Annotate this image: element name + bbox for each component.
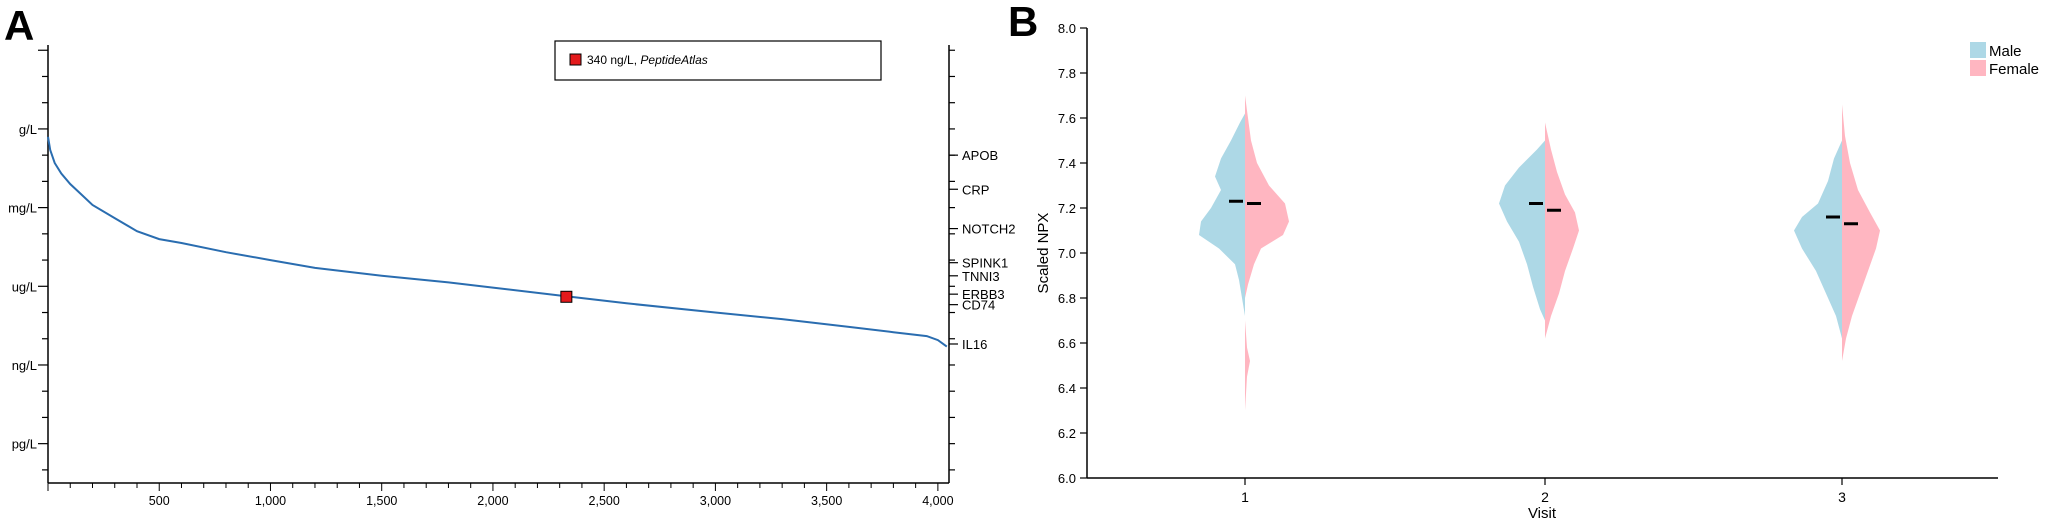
x-tick-label: 2,500 <box>589 494 620 508</box>
x-tick-label: 3,000 <box>700 494 731 508</box>
y-tick-label: 6.4 <box>1058 381 1076 396</box>
x-tick-label: 1,000 <box>255 494 286 508</box>
x-tick-label: 2,000 <box>477 494 508 508</box>
y-tick-label: 6.2 <box>1058 426 1076 441</box>
protein-label: APOB <box>962 148 998 163</box>
legend-a: 340 ng/L, PeptideAtlas <box>554 40 882 81</box>
y-tick-label: 7.8 <box>1058 66 1076 81</box>
panel-a-label: A <box>4 2 34 49</box>
protein-label: SPINK1 <box>962 256 1008 271</box>
y-tick-label: ug/L <box>12 279 37 294</box>
y-tick-label: 6.8 <box>1058 291 1076 306</box>
x-axis-title: Visit <box>1528 505 1557 522</box>
x-tick-label: 3 <box>1838 489 1846 505</box>
protein-label: TNNI3 <box>962 269 1000 284</box>
y-tick-label: 8.0 <box>1058 21 1076 36</box>
panel-a-chart: g/L mg/L ug/L ng/L pg/L APOB CRP NOTCH2 SPINK1T… <box>8 40 1015 508</box>
violin-male-visit-2 <box>1499 140 1545 321</box>
violin-male-visit-1 <box>1199 113 1245 316</box>
highlight-marker[interactable] <box>560 290 573 303</box>
legend-swatch-female <box>1970 60 1986 76</box>
y-tick-label: pg/L <box>12 437 37 452</box>
legend-label-female: Female <box>1989 61 2039 78</box>
legend-label-male: Male <box>1989 43 2022 60</box>
y-tick-label: 7.2 <box>1058 201 1076 216</box>
protein-label: CD74 <box>962 298 995 313</box>
legend-box <box>554 40 882 81</box>
y-tick-label: mg/L <box>8 201 37 216</box>
x-tick-label: 500 <box>149 494 170 508</box>
y-tick-label: 7.0 <box>1058 246 1076 261</box>
violin-male-visit-3 <box>1794 140 1842 339</box>
abundance-curve <box>47 136 948 348</box>
y-tick-label: g/L <box>19 122 37 137</box>
legend-label: 340 ng/L, PeptideAtlas <box>587 53 708 67</box>
legend-swatch-male <box>1970 42 1986 58</box>
y-tick-label: ng/L <box>12 358 37 373</box>
x-tick-label: 3,500 <box>811 494 842 508</box>
x-tick-label: 1,500 <box>366 494 397 508</box>
legend-swatch <box>569 53 582 66</box>
violin-female-visit-2 <box>1545 122 1579 339</box>
protein-label: CRP <box>962 182 989 197</box>
protein-label: NOTCH2 <box>962 222 1015 237</box>
protein-label: IL16 <box>962 337 987 352</box>
y-tick-label: 6.6 <box>1058 336 1076 351</box>
violin-female-visit-3 <box>1842 104 1880 361</box>
x-tick-label: 1 <box>1241 489 1249 505</box>
y-tick-label: 6.0 <box>1058 471 1076 486</box>
legend-b: Male Female <box>1970 42 2039 78</box>
y-tick-label: 7.6 <box>1058 111 1076 126</box>
panel-b-chart: 6.0 6.2 6.4 6.6 6.8 7.0 7.2 7.4 7.6 7.8 8.0 1 2 3 Sc… <box>1035 21 2039 522</box>
violin-female-visit-1 <box>1245 95 1289 411</box>
y-tick-label: 7.4 <box>1058 156 1076 171</box>
panel-b-label: B <box>1008 0 1038 45</box>
x-tick-label: 4,000 <box>922 494 953 508</box>
x-tick-label: 2 <box>1541 489 1549 505</box>
protein-label: ERBB3 <box>962 287 1005 302</box>
y-axis-title: Scaled NPX <box>1035 213 1052 294</box>
